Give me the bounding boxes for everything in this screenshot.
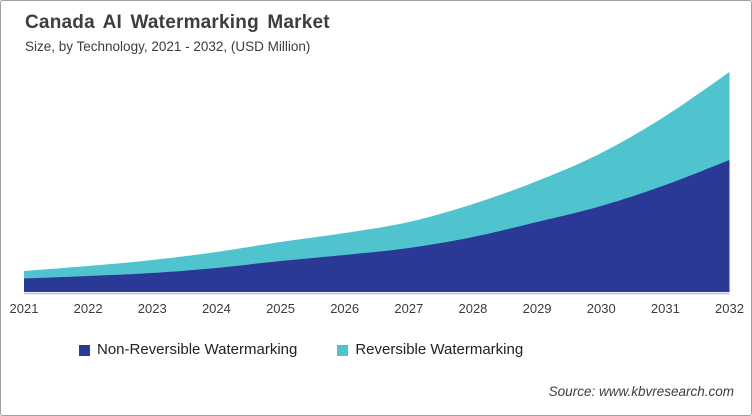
x-axis-label-2027: 2027 — [394, 301, 424, 316]
x-axis-label-2026: 2026 — [330, 301, 360, 316]
legend-swatch-reversible — [337, 344, 349, 356]
legend-item-non-reversible: Non-Reversible Watermarking — [79, 341, 297, 358]
x-axis-label-2021: 2021 — [9, 301, 39, 316]
x-axis: 2021 2022 2023 2024 2025 2026 2027 2028 2029 2030… — [1, 301, 751, 319]
legend-item-reversible: Reversible Watermarking — [337, 341, 523, 358]
x-axis-label-2029: 2029 — [522, 301, 552, 316]
legend-label-reversible: Reversible Watermarking — [355, 341, 524, 358]
legend-label-non-reversible: Non-Reversible Watermarking — [97, 341, 298, 358]
stacked-area-chart — [24, 72, 730, 295]
chart-title: Canada AI Watermarking Market — [25, 12, 330, 33]
x-axis-label-2030: 2030 — [586, 301, 616, 316]
x-axis-label-2032: 2032 — [715, 301, 744, 316]
x-axis-label-2028: 2028 — [458, 301, 488, 316]
x-axis-label-2031: 2031 — [650, 301, 680, 316]
legend: Non-Reversible Watermarking Reversible W… — [79, 341, 523, 358]
x-axis-label-2022: 2022 — [73, 301, 103, 316]
x-axis-label-2023: 2023 — [137, 301, 167, 316]
legend-swatch-non-reversible — [79, 344, 90, 356]
chart-header: Canada AI Watermarking Market Size, by T… — [25, 11, 330, 55]
x-axis-label-2025: 2025 — [266, 301, 295, 316]
chart-subtitle: Size, by Technology, 2021 - 2032, (USD M… — [25, 39, 311, 54]
x-axis-label-2024: 2024 — [201, 301, 231, 316]
area-non-reversible-watermarking — [24, 160, 730, 292]
source-attribution: Source: www.kbvresearch.com — [548, 384, 734, 399]
